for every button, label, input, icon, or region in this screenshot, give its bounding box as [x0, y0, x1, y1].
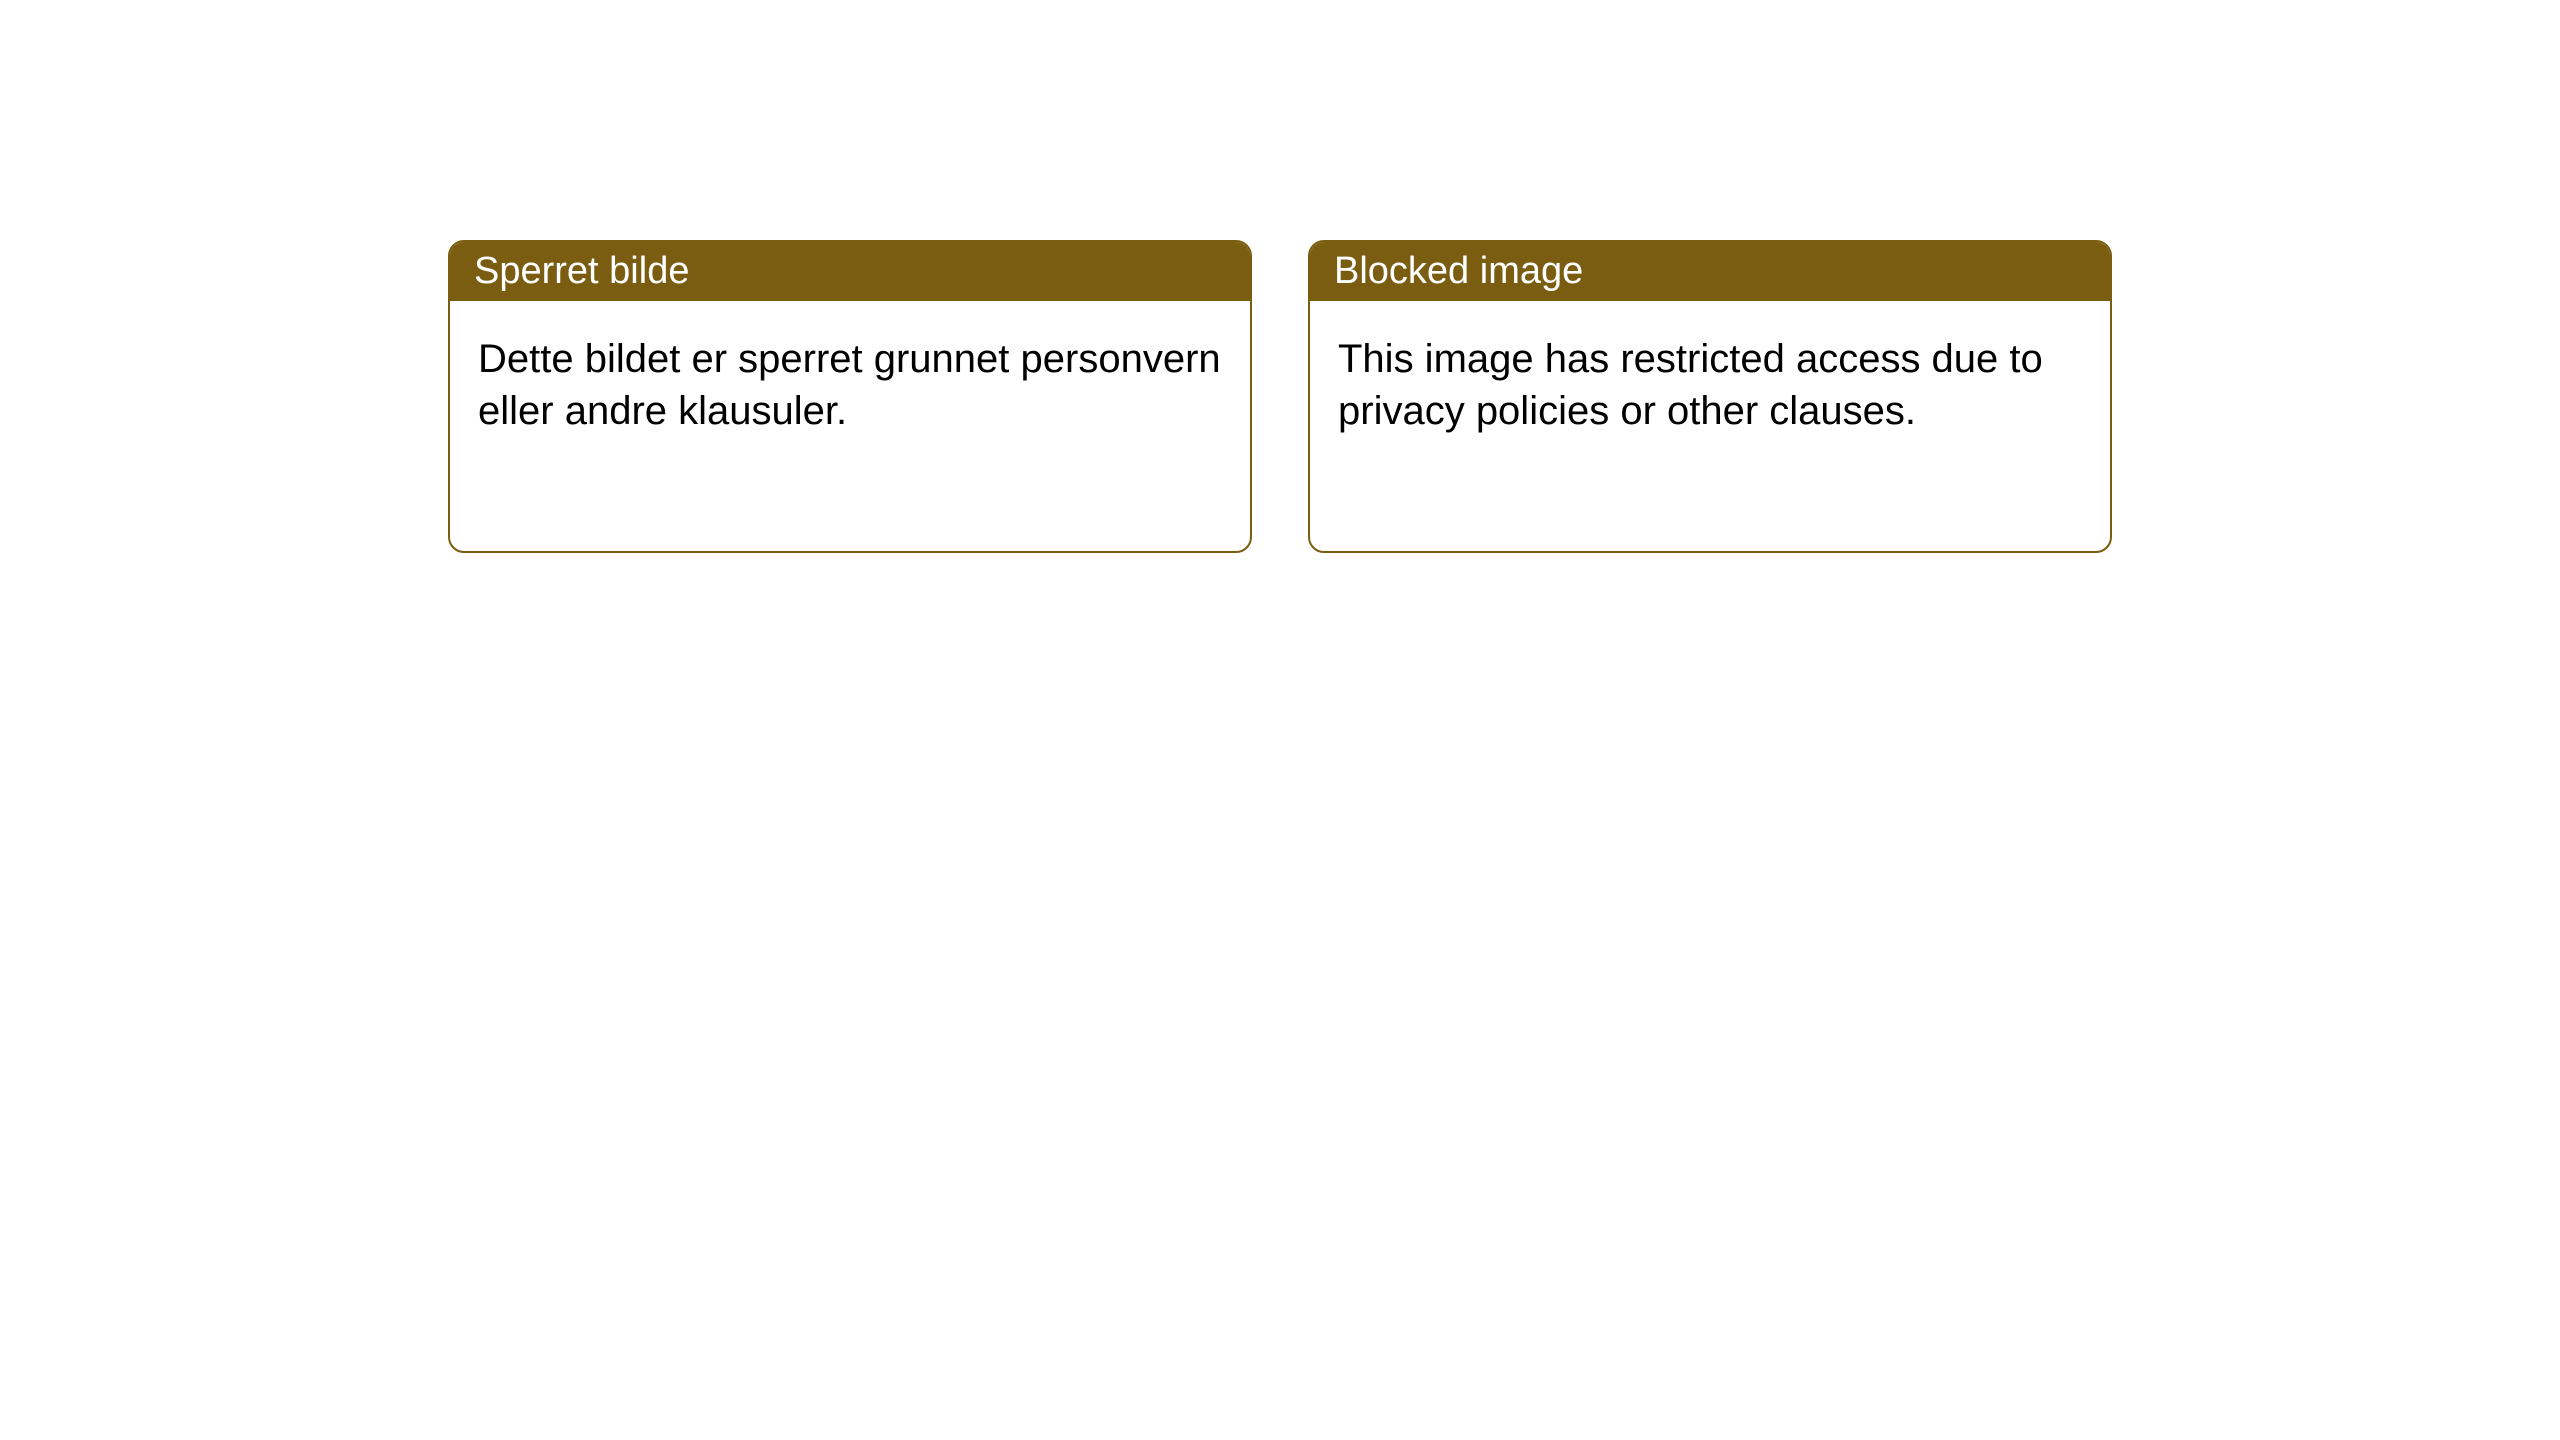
card-body-no: Dette bildet er sperret grunnet personve…: [450, 301, 1250, 551]
card-body-en: This image has restricted access due to …: [1310, 301, 2110, 551]
card-message-en: This image has restricted access due to …: [1338, 337, 2043, 433]
blocked-image-card-en: Blocked image This image has restricted …: [1308, 240, 2112, 553]
card-message-no: Dette bildet er sperret grunnet personve…: [478, 337, 1221, 433]
card-title-no: Sperret bilde: [474, 250, 689, 292]
blocked-image-card-no: Sperret bilde Dette bildet er sperret gr…: [448, 240, 1252, 553]
notice-container: Sperret bilde Dette bildet er sperret gr…: [0, 0, 2560, 553]
card-title-en: Blocked image: [1334, 250, 1583, 292]
card-header-en: Blocked image: [1310, 242, 2110, 301]
card-header-no: Sperret bilde: [450, 242, 1250, 301]
